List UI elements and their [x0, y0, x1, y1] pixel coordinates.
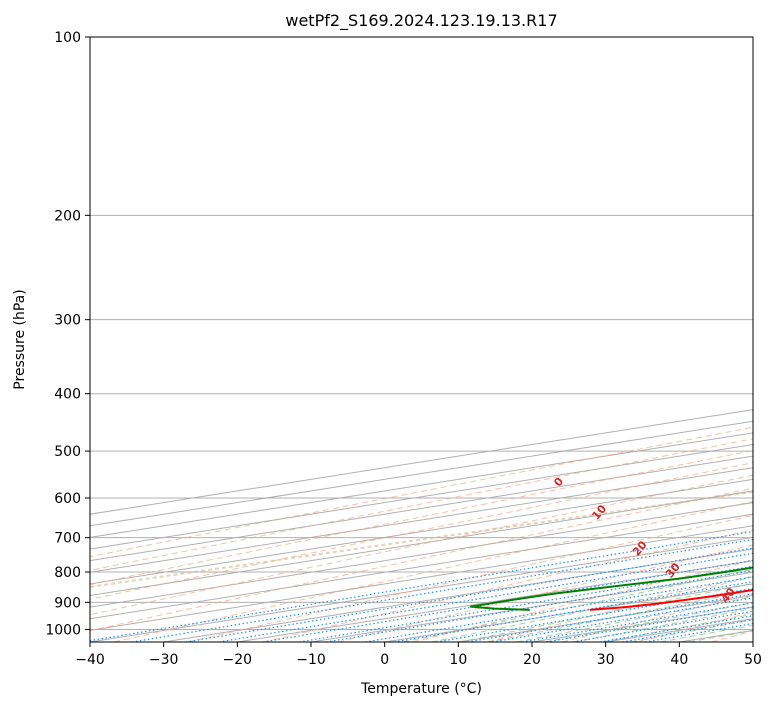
y-tick-label-700: 700: [54, 531, 81, 547]
y-axis-label: Pressure (hPa): [12, 289, 28, 389]
y-tick-label-800: 800: [54, 565, 81, 581]
mixing-ratio-line-0.1: [82, 446, 775, 642]
y-tick-label-600: 600: [54, 491, 81, 507]
moist-adiabat-36: [660, 37, 775, 642]
moist-adiabat-40: [689, 37, 775, 642]
plot-frame: [90, 37, 753, 642]
dry-adiabat-40: [712, 37, 775, 642]
y-tick-label-900: 900: [54, 595, 81, 611]
x-tick-label-50: 50: [744, 652, 762, 668]
isotherm--40: [90, 37, 775, 642]
x-tick-label-30: 30: [597, 652, 615, 668]
x-tick-label-20: 20: [523, 652, 541, 668]
x-tick-label--20: −20: [223, 652, 253, 668]
moist-adiabat-8: [460, 37, 775, 642]
moist-adiabat-label-20: 20: [630, 538, 650, 558]
y-tick-label-100: 100: [54, 30, 81, 46]
mixing-ratio-line-16: [546, 446, 775, 642]
dry-adiabat--10: [338, 37, 775, 642]
moist-adiabat-24: [574, 37, 775, 642]
x-axis-label: Temperature (°C): [360, 681, 482, 697]
x-tick-label-40: 40: [670, 652, 688, 668]
isotherm-40: [679, 37, 775, 642]
y-tick-label-300: 300: [54, 313, 81, 329]
x-tick-label-10: 10: [449, 652, 467, 668]
chart-title: wetPf2_S169.2024.123.19.13.R17: [285, 11, 557, 31]
isotherm--30: [164, 37, 775, 642]
x-tick-label-0: 0: [380, 652, 389, 668]
isotherm-50: [753, 37, 775, 642]
isotherm--50: [16, 37, 775, 642]
x-tick-label--10: −10: [296, 652, 326, 668]
plot-area: 0.10.20.40.611.52346810131620253036-100-…: [0, 37, 775, 642]
isotherm--20: [237, 37, 775, 642]
y-tick-label-200: 200: [54, 208, 81, 224]
y-tick-label-400: 400: [54, 387, 81, 403]
x-tick-label--30: −30: [149, 652, 179, 668]
y-tick-label-1000: 1000: [45, 622, 81, 638]
isotherm--10: [311, 37, 775, 642]
x-tick-label--40: −40: [75, 652, 105, 668]
dry-adiabat--30: [189, 37, 775, 642]
moist-adiabat-28: [602, 37, 775, 642]
isotherm-10: [458, 37, 775, 642]
y-tick-label-500: 500: [54, 444, 81, 460]
